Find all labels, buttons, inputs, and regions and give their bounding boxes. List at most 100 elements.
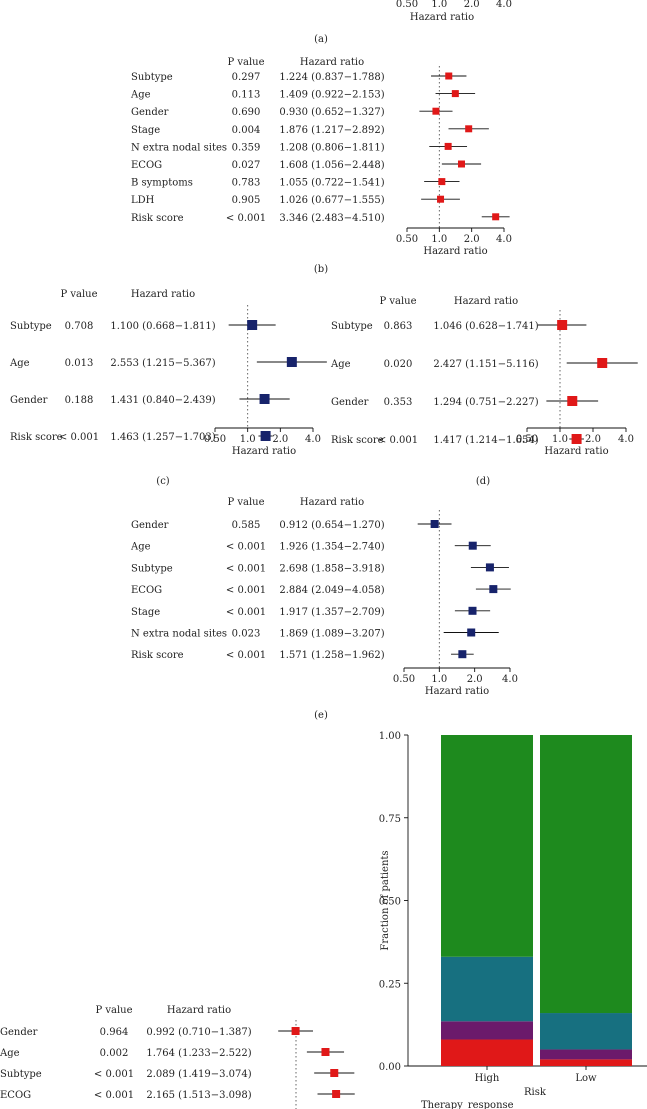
hazard-ratio-marker (438, 178, 446, 186)
row-p-value: 0.020 (384, 359, 413, 370)
panel-label-a: (a) (314, 34, 328, 45)
bar-segment (441, 956, 533, 1022)
x-tick-label: 4.0 (496, 0, 512, 10)
row-hazard-ratio-text: 0.930 (0.652−1.327) (279, 107, 384, 118)
x-tick-label: 1.0 (552, 434, 568, 445)
row-hazard-ratio-text: 2.427 (1.151−5.116) (433, 359, 538, 370)
row-label: Subtype (0, 1069, 42, 1080)
row-label: Age (130, 542, 151, 553)
forest-plot-4: P value Hazard ratio Gender 0.585 0.912 (0.6… (130, 497, 518, 697)
stacked-bar-chart: 0.00 0.25 0.50 0.75 1.00 Fraction of patients… (379, 731, 647, 1109)
x-axis-label: Hazard ratio (425, 686, 489, 697)
y-tick-label: 0.00 (379, 1062, 401, 1073)
x-tick-label: 0.50 (396, 234, 418, 245)
row-p-value: 0.585 (232, 520, 261, 531)
row-p-value: < 0.001 (59, 432, 99, 443)
row-p-value: 0.863 (384, 321, 413, 332)
row-label: Age (330, 359, 351, 370)
hazard-ratio-marker (567, 396, 578, 406)
x-tick-label: 2.0 (585, 434, 601, 445)
row-p-value: 0.783 (232, 178, 261, 189)
row-label: N extra nodal sites (131, 629, 227, 640)
x-tick-label: 0.50 (396, 0, 418, 10)
column-header-hazard-ratio: Hazard ratio (131, 289, 195, 300)
row-p-value: 0.905 (232, 195, 261, 206)
hazard-ratio-marker (260, 431, 271, 441)
column-header-p-value: P value (95, 1005, 132, 1016)
x-axis-label: Hazard ratio (544, 446, 608, 457)
x-tick-label: 0.50 (204, 434, 226, 445)
row-label: Risk score (10, 432, 63, 443)
hazard-ratio-marker (465, 125, 473, 133)
hazard-ratio-marker (286, 357, 297, 367)
column-header-hazard-ratio: Hazard ratio (454, 296, 518, 307)
forest-plot-1: P value Hazard ratio Subtype 0.297 1.224 (0.… (130, 57, 512, 257)
row-label: Stage (131, 125, 160, 136)
hazard-ratio-marker (432, 107, 440, 115)
row-p-value: 0.708 (65, 321, 94, 332)
legend-title: Therapy_response (421, 1100, 514, 1109)
row-label: Risk score (131, 650, 184, 661)
panel-label-d: (d) (476, 476, 490, 487)
row-hazard-ratio-text: 1.026 (0.677−1.555) (279, 195, 384, 206)
row-label: Gender (131, 107, 169, 118)
row-hazard-ratio-text: 3.346 (2.483−4.510) (279, 213, 384, 224)
x-tick-label: 1.0 (240, 434, 256, 445)
hazard-ratio-marker (571, 434, 582, 444)
row-hazard-ratio-text: 1.046 (0.628−1.741) (433, 321, 538, 332)
row-label: ECOG (131, 160, 162, 171)
row-p-value: 0.002 (100, 1048, 129, 1059)
hazard-ratio-marker (291, 1027, 300, 1035)
hazard-ratio-marker (457, 160, 465, 168)
row-p-value: < 0.001 (226, 542, 266, 553)
hazard-ratio-marker (468, 606, 477, 615)
hazard-ratio-marker (430, 520, 439, 528)
forest-plot-5: P value Hazard ratio Gender 0.964 0.992 (0.7… (0, 1005, 355, 1109)
column-header-hazard-ratio: Hazard ratio (300, 57, 364, 68)
row-label: Gender (131, 520, 169, 531)
x-tick-label: 2.0 (464, 234, 480, 245)
row-hazard-ratio-text: 1.409 (0.922−2.153) (279, 90, 384, 101)
row-label: Stage (131, 607, 160, 618)
row-label: Risk score (331, 435, 384, 446)
x-tick-label: 0.50 (393, 674, 415, 685)
x-tick-label: Low (575, 1073, 597, 1084)
row-label: ECOG (0, 1090, 31, 1101)
row-hazard-ratio-text: 1.876 (1.217−2.892) (279, 125, 384, 136)
panel-label-e: (e) (314, 710, 328, 721)
hazard-ratio-marker (489, 585, 498, 594)
panel-label-b: (b) (314, 264, 328, 275)
row-hazard-ratio-text: 1.417 (1.214−1.654) (433, 435, 538, 446)
bar-segment (540, 1049, 632, 1060)
x-tick-label: 4.0 (618, 434, 634, 445)
row-p-value: < 0.001 (226, 585, 266, 596)
hazard-ratio-marker (445, 72, 453, 80)
hazard-ratio-marker (259, 394, 270, 404)
hazard-ratio-marker (468, 541, 477, 550)
x-tick-label: 1.0 (431, 674, 447, 685)
row-hazard-ratio-text: 2.089 (1.419−3.074) (146, 1069, 251, 1080)
row-hazard-ratio-text: 1.917 (1.357−2.709) (279, 607, 384, 618)
row-label: Age (9, 358, 30, 369)
x-tick-label: 2.0 (467, 674, 483, 685)
row-label: N extra nodal sites (131, 142, 227, 153)
x-tick-label: 2.0 (464, 0, 480, 10)
row-label: Gender (10, 395, 48, 406)
hazard-ratio-marker (492, 213, 500, 221)
forest-plot-3: P value Hazard ratio Subtype 0.863 1.046 (0.… (330, 296, 638, 457)
row-label: LDH (131, 195, 155, 206)
hazard-ratio-marker (485, 563, 494, 572)
hazard-ratio-marker (458, 650, 467, 659)
row-p-value: 0.188 (65, 395, 94, 406)
row-hazard-ratio-text: 1.055 (0.722−1.541) (279, 178, 384, 189)
x-tick-label: 4.0 (496, 234, 512, 245)
row-hazard-ratio-text: 2.698 (1.858−3.918) (279, 563, 384, 574)
x-tick-label: 2.0 (272, 434, 288, 445)
row-hazard-ratio-text: 1.294 (0.751−2.227) (433, 397, 538, 408)
row-hazard-ratio-text: 0.912 (0.654−1.270) (279, 520, 384, 531)
x-axis-label: Risk (524, 1087, 547, 1098)
x-tick-label: 1.0 (431, 234, 447, 245)
bar-segment (540, 735, 632, 1014)
row-label: Subtype (10, 321, 52, 332)
